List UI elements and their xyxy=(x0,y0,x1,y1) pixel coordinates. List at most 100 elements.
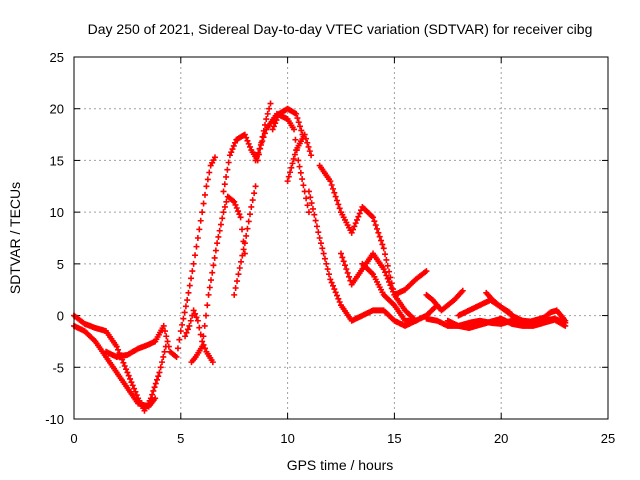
data-point xyxy=(303,195,310,202)
data-point xyxy=(241,131,248,138)
data-point xyxy=(115,346,122,353)
x-tick-label: 5 xyxy=(177,431,184,446)
data-point xyxy=(261,130,268,137)
data-point xyxy=(124,369,131,376)
data-point xyxy=(189,268,196,275)
data-point xyxy=(346,273,353,280)
data-point xyxy=(328,181,335,188)
data-point xyxy=(210,262,217,269)
data-point xyxy=(459,287,466,294)
data-point xyxy=(308,200,315,207)
data-point xyxy=(199,338,206,345)
data-point xyxy=(331,286,338,293)
data-point xyxy=(311,211,318,218)
data-point xyxy=(152,380,159,387)
data-point xyxy=(356,210,363,217)
data-point xyxy=(263,116,270,123)
data-point xyxy=(351,223,358,230)
x-tick-label: 10 xyxy=(280,431,294,446)
data-point xyxy=(562,317,569,324)
data-point xyxy=(379,241,386,248)
data-point xyxy=(196,226,203,233)
data-point xyxy=(160,322,167,329)
data-point xyxy=(295,119,302,126)
y-tick-label: 0 xyxy=(57,309,64,324)
data-point xyxy=(312,217,319,224)
data-point xyxy=(201,322,208,329)
data-point xyxy=(237,214,244,221)
data-point xyxy=(214,240,221,247)
data-point xyxy=(331,189,338,196)
data-point xyxy=(355,213,362,220)
data-point xyxy=(302,135,309,142)
series-arc-4 xyxy=(152,154,218,360)
data-point xyxy=(316,235,323,241)
data-point xyxy=(223,173,230,180)
plot-frame xyxy=(73,56,609,420)
data-point xyxy=(260,134,267,141)
data-point xyxy=(336,205,343,212)
data-point xyxy=(192,252,199,259)
data-point xyxy=(272,120,279,127)
data-point xyxy=(203,183,210,190)
data-point xyxy=(267,100,274,107)
data-point xyxy=(380,266,387,273)
data-point xyxy=(248,203,255,210)
y-tick-label: 10 xyxy=(50,205,64,220)
data-point xyxy=(186,282,193,289)
data-point xyxy=(159,359,166,366)
data-point xyxy=(329,282,336,289)
data-point xyxy=(319,245,326,252)
data-point xyxy=(321,255,328,262)
data-point xyxy=(287,169,294,176)
data-point xyxy=(317,240,324,247)
data-point xyxy=(308,152,315,159)
data-point xyxy=(199,209,206,216)
data-point xyxy=(174,345,181,352)
data-point xyxy=(224,166,231,173)
data-point xyxy=(293,110,300,117)
data-point xyxy=(333,197,340,204)
data-point xyxy=(384,275,391,282)
data-point xyxy=(384,262,391,269)
data-point xyxy=(181,309,188,316)
data-point xyxy=(343,266,350,273)
data-point xyxy=(179,321,186,328)
data-point xyxy=(305,188,312,195)
data-point xyxy=(335,201,342,208)
data-point xyxy=(204,176,211,183)
series-arc-21 xyxy=(423,287,466,314)
data-point xyxy=(259,138,266,145)
data-point xyxy=(339,254,346,261)
data-point xyxy=(296,123,303,130)
x-tick-label: 20 xyxy=(494,431,508,446)
data-point xyxy=(266,105,273,112)
data-point xyxy=(354,216,361,223)
x-tick-label: 15 xyxy=(387,431,401,446)
data-point xyxy=(206,284,213,291)
data-point xyxy=(215,233,222,240)
data-points xyxy=(71,100,569,414)
data-point xyxy=(244,137,251,144)
data-point xyxy=(291,151,298,158)
data-point xyxy=(245,218,252,225)
data-point xyxy=(243,232,250,239)
data-point xyxy=(153,376,160,383)
data-point xyxy=(217,221,224,228)
series-arc-17 xyxy=(444,315,569,331)
data-point xyxy=(149,391,156,398)
data-point xyxy=(183,329,190,336)
series-arc-10 xyxy=(269,105,306,138)
data-point xyxy=(562,322,569,329)
chart-title: Day 250 of 2021, Sidereal Day-to-day VTE… xyxy=(88,21,593,37)
data-point xyxy=(173,353,180,360)
data-point xyxy=(328,279,335,286)
data-point xyxy=(216,227,223,234)
data-point xyxy=(197,217,204,224)
data-point xyxy=(372,222,379,229)
data-point xyxy=(386,278,393,285)
data-point xyxy=(200,200,207,207)
data-point xyxy=(121,362,128,369)
x-tick-label: 25 xyxy=(601,431,615,446)
data-point xyxy=(231,291,238,298)
